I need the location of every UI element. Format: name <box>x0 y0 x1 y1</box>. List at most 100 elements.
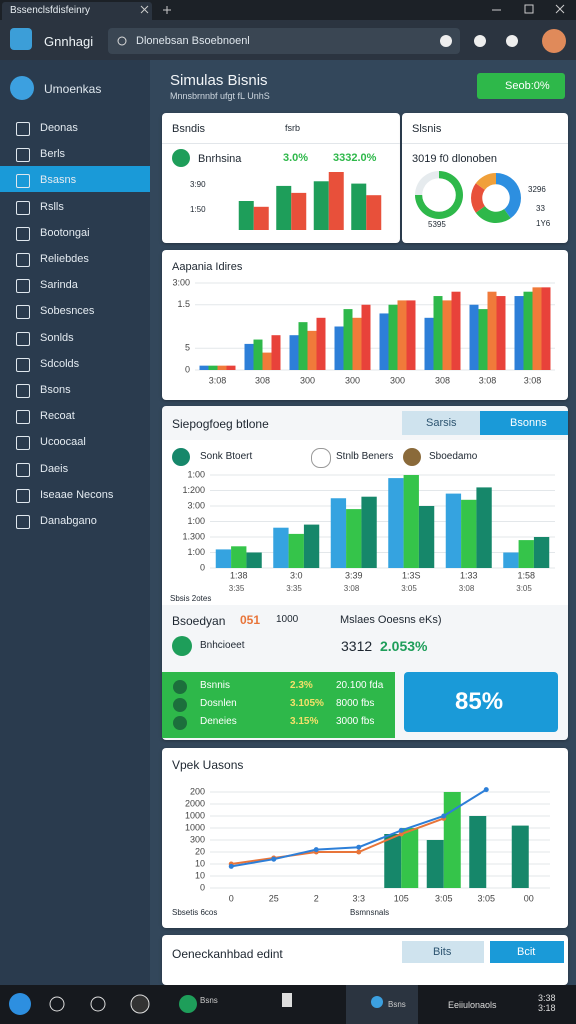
bar <box>445 493 462 568</box>
bar <box>316 317 326 370</box>
bar <box>476 487 492 568</box>
bar <box>231 546 247 568</box>
nav-icon <box>16 174 30 189</box>
pie-slice <box>496 173 521 219</box>
bar <box>273 527 289 568</box>
bar <box>401 828 419 888</box>
bar <box>291 192 307 230</box>
nav-icon <box>16 462 30 477</box>
clock: 3:38 3:18 <box>538 993 556 1013</box>
tab[interactable] <box>2 2 152 20</box>
bar <box>388 304 398 370</box>
bell-icon[interactable] <box>474 35 486 47</box>
y-tick-label: 1000 <box>185 810 205 820</box>
y-tick-label: 200 <box>190 786 205 796</box>
nav-item: Bsons <box>40 384 71 396</box>
x-tick-label: 1:58 <box>517 570 535 580</box>
y-tick-label: 1:00 <box>187 547 205 557</box>
nav-item: Sarinda <box>40 279 78 292</box>
new-tab[interactable] <box>163 6 171 14</box>
footnote: Sbsetis 6cos <box>172 908 218 917</box>
bar <box>379 313 389 370</box>
y-tick-label: 2000 <box>185 798 205 808</box>
point <box>398 831 404 837</box>
bar <box>443 792 461 888</box>
bar <box>511 825 529 888</box>
x-tick-label: 3:05 <box>477 893 495 903</box>
y-tick-label: 0 <box>200 562 205 572</box>
bar <box>461 499 477 568</box>
start-button[interactable] <box>9 993 31 1015</box>
settings-icon[interactable] <box>506 35 518 47</box>
button[interactable] <box>402 941 484 963</box>
legend-icon <box>172 448 190 466</box>
bar <box>451 291 461 370</box>
bar <box>541 287 551 370</box>
x-tick-label: 308 <box>255 375 270 385</box>
x-tick-label: 300 <box>345 375 360 385</box>
metric-value: 2.053% <box>380 638 428 654</box>
x-tick-label: 0 <box>229 893 234 903</box>
card-title: Slsnis <box>412 123 442 135</box>
x-tick-label: 1:33 <box>460 570 478 580</box>
nav-icon <box>16 331 30 346</box>
card-title: Oeneckanhbad edint <box>172 947 283 961</box>
search-text: Dlonebsan Bsoebnoenl <box>136 35 250 47</box>
task-icon[interactable] <box>130 994 150 1014</box>
legend-icon <box>311 448 331 468</box>
nav-item: Sdcolds <box>40 357 80 370</box>
bar <box>334 326 344 370</box>
bar <box>384 834 402 888</box>
task-icon[interactable] <box>371 996 383 1008</box>
close[interactable] <box>555 4 565 14</box>
bar <box>215 549 232 568</box>
tab-title: Bssenclsfdisfeinry <box>10 5 91 16</box>
nav-item: Bsasns <box>40 174 77 187</box>
task-icon[interactable] <box>90 996 106 1012</box>
card-label: 3019 f0 dlonoben <box>412 153 498 165</box>
y-tick-label: 5 <box>185 343 190 353</box>
x-sublabel: 3:35 <box>286 584 302 593</box>
bar <box>424 317 434 370</box>
section-title: Siepogfoeg btlone <box>172 417 269 431</box>
bar <box>496 296 506 370</box>
x-tick-label: 105 <box>394 893 409 903</box>
search-box[interactable] <box>108 28 460 54</box>
bar <box>307 330 317 370</box>
tab-button[interactable] <box>402 411 480 435</box>
nav-item: Reliebdes <box>40 253 89 265</box>
y-tick-label: 1.5 <box>177 299 190 309</box>
nav-item-active[interactable] <box>0 166 150 193</box>
y-tick-label: 1:00 <box>187 516 205 526</box>
small-label: 3:90 <box>190 180 206 189</box>
window-controls <box>140 4 565 14</box>
bar-chart: 0 1:00 1.300 1:00 3:00 1:200 1:00 1:38 3:0 3:39 1:… <box>182 470 555 580</box>
task-icon[interactable] <box>179 995 197 1013</box>
maximize[interactable] <box>524 4 534 14</box>
ring-label: 5395 <box>428 220 446 229</box>
avatar[interactable] <box>542 29 566 53</box>
point <box>356 844 362 850</box>
primary-button[interactable] <box>477 73 565 99</box>
tab-close[interactable] <box>140 5 149 14</box>
nav-icon <box>16 200 30 215</box>
legend-icon <box>403 448 421 466</box>
row-value: 3000 fbs <box>336 716 375 727</box>
bar <box>418 506 435 568</box>
task-icon[interactable] <box>282 993 292 1007</box>
row-icon <box>173 698 187 712</box>
x-tick-label: 1:3S <box>402 570 421 580</box>
button[interactable] <box>490 941 564 963</box>
star-icon[interactable] <box>440 35 452 47</box>
metric-icon <box>172 636 192 656</box>
bar <box>343 309 353 370</box>
bar <box>253 206 269 230</box>
task-icon[interactable] <box>49 996 65 1012</box>
tab-button[interactable] <box>480 411 568 435</box>
divider <box>402 143 568 144</box>
bar <box>271 335 281 370</box>
legend-label: 3296 <box>528 185 546 194</box>
divider <box>162 143 400 144</box>
legend-label: 1Y6 <box>536 219 551 228</box>
nav-item: Ucoocaal <box>40 436 86 449</box>
